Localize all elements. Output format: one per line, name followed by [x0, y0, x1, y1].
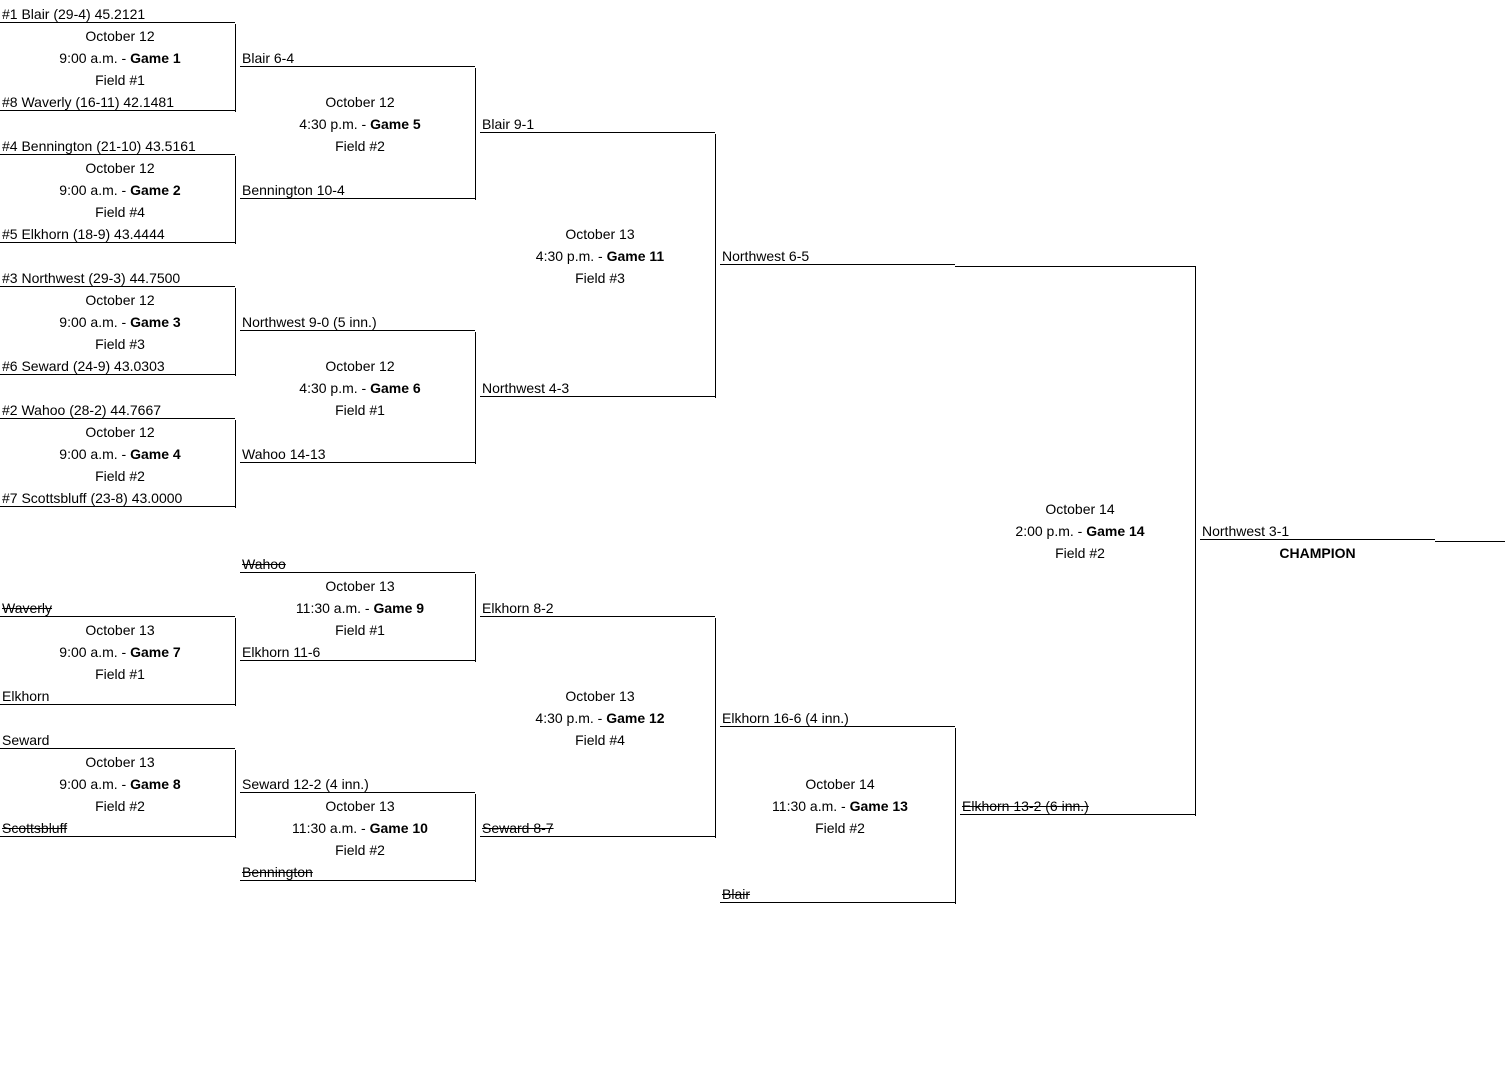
- match-field: Field #2: [0, 468, 240, 484]
- match-winner: Northwest 4-3: [480, 380, 715, 397]
- match-date: October 12: [0, 160, 240, 176]
- match-field: Field #4: [480, 732, 720, 748]
- match-game: 4:30 p.m. - Game 5: [240, 116, 480, 132]
- match-field: Field #1: [240, 402, 480, 418]
- match-winner: Blair 9-1: [480, 116, 715, 133]
- connector-v: [475, 332, 476, 464]
- match-game: 2:00 p.m. - Game 14: [960, 523, 1200, 539]
- loser-seed-3: Scottsbluff: [0, 820, 235, 837]
- connector-v: [235, 288, 236, 376]
- match-winner: Bennington 10-4: [240, 182, 475, 199]
- match-date: October 12: [0, 292, 240, 308]
- match-field: Field #3: [0, 336, 240, 352]
- match-winner: Northwest 6-5: [720, 248, 955, 265]
- connector-v: [475, 794, 476, 882]
- match-game: 4:30 p.m. - Game 6: [240, 380, 480, 396]
- final-winner: Northwest 3-1: [1200, 523, 1435, 540]
- seed-1: #8 Waverly (16-11) 42.1481: [0, 94, 235, 111]
- match-winner: Seward 8-7: [480, 820, 715, 837]
- connector-v: [475, 68, 476, 200]
- match-field: Field #2: [960, 545, 1200, 561]
- match-game: 9:00 a.m. - Game 3: [0, 314, 240, 330]
- connector-v: [235, 420, 236, 508]
- match-date: October 12: [240, 358, 480, 374]
- match-date: October 12: [0, 424, 240, 440]
- connector-v: [715, 134, 716, 398]
- match-field: Field #2: [240, 842, 480, 858]
- final-extend: [1435, 541, 1505, 542]
- match-date: October 14: [960, 501, 1200, 517]
- match-field: Field #2: [720, 820, 960, 836]
- match-date: October 12: [240, 94, 480, 110]
- loser-drop1-1: Bennington: [240, 864, 475, 881]
- match-winner: Blair 6-4: [240, 50, 475, 67]
- seed-5: #6 Seward (24-9) 43.0303: [0, 358, 235, 375]
- seed-0: #1 Blair (29-4) 45.2121: [0, 6, 235, 23]
- seed-4: #3 Northwest (29-3) 44.7500: [0, 270, 235, 287]
- connector-v: [235, 750, 236, 838]
- match-date: October 13: [480, 226, 720, 242]
- loser-seed-2: Seward: [0, 732, 235, 749]
- connector-v: [715, 618, 716, 838]
- match-date: October 13: [480, 688, 720, 704]
- match-date: October 13: [240, 798, 480, 814]
- loser-drop2: Blair: [720, 886, 955, 903]
- connector-v: [235, 618, 236, 706]
- connector-v: [235, 156, 236, 244]
- match-field: Field #1: [0, 666, 240, 682]
- match-winner: Northwest 9-0 (5 inn.): [240, 314, 475, 331]
- match-game: 11:30 a.m. - Game 9: [240, 600, 480, 616]
- match-game: 9:00 a.m. - Game 1: [0, 50, 240, 66]
- match-game: 9:00 a.m. - Game 8: [0, 776, 240, 792]
- loser-seed-1: Elkhorn: [0, 688, 235, 705]
- match-winner: Seward 12-2 (4 inn.): [240, 776, 475, 793]
- match-date: October 13: [0, 754, 240, 770]
- match-game: 11:30 a.m. - Game 10: [240, 820, 480, 836]
- match-game: 4:30 p.m. - Game 11: [480, 248, 720, 264]
- connector-v: [955, 728, 956, 904]
- match-winner: Elkhorn 13-2 (6 inn.): [960, 798, 1195, 815]
- seed-2: #4 Bennington (21-10) 43.5161: [0, 138, 235, 155]
- champion-label: CHAMPION: [1200, 545, 1435, 561]
- match-winner: Elkhorn 11-6: [240, 644, 475, 661]
- match-date: October 13: [240, 578, 480, 594]
- match-date: October 13: [0, 622, 240, 638]
- match-field: Field #4: [0, 204, 240, 220]
- match-game: 4:30 p.m. - Game 12: [480, 710, 720, 726]
- connector-v: [235, 24, 236, 112]
- match-field: Field #3: [480, 270, 720, 286]
- connector-v: [1195, 266, 1196, 816]
- match-date: October 14: [720, 776, 960, 792]
- match-winner: Wahoo 14-13: [240, 446, 475, 463]
- match-game: 11:30 a.m. - Game 13: [720, 798, 960, 814]
- h-connector-top: [955, 266, 1195, 267]
- match-date: October 12: [0, 28, 240, 44]
- match-field: Field #2: [240, 138, 480, 154]
- match-field: Field #1: [0, 72, 240, 88]
- match-game: 9:00 a.m. - Game 4: [0, 446, 240, 462]
- match-game: 9:00 a.m. - Game 7: [0, 644, 240, 660]
- match-field: Field #2: [0, 798, 240, 814]
- match-game: 9:00 a.m. - Game 2: [0, 182, 240, 198]
- loser-seed-0: Waverly: [0, 600, 235, 617]
- seed-7: #7 Scottsbluff (23-8) 43.0000: [0, 490, 235, 507]
- seed-6: #2 Wahoo (28-2) 44.7667: [0, 402, 235, 419]
- match-winner: Elkhorn 8-2: [480, 600, 715, 617]
- connector-v: [475, 574, 476, 662]
- seed-3: #5 Elkhorn (18-9) 43.4444: [0, 226, 235, 243]
- loser-drop1-0: Wahoo: [240, 556, 475, 573]
- match-field: Field #1: [240, 622, 480, 638]
- match-winner: Elkhorn 16-6 (4 inn.): [720, 710, 955, 727]
